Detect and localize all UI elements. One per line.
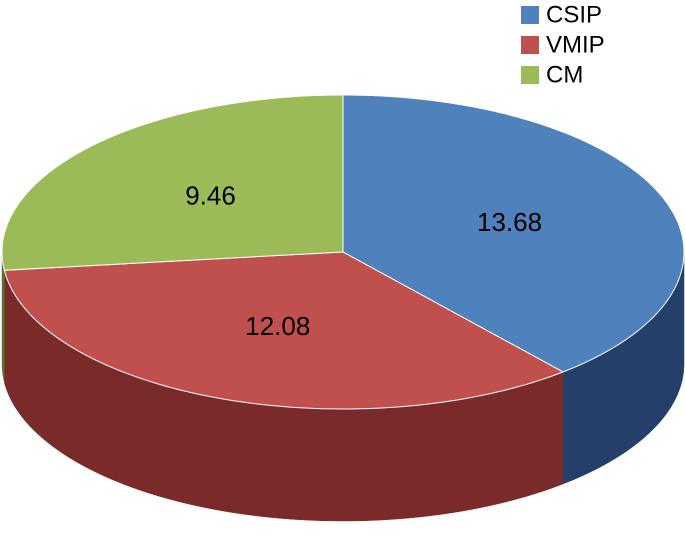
data-label: 9.46: [185, 181, 236, 211]
data-label: 13.68: [477, 207, 542, 237]
pie-side: [1, 251, 5, 383]
pie-slice: [1, 94, 344, 271]
data-label: 12.08: [245, 311, 310, 341]
legend-swatch: [521, 6, 539, 24]
pie-slice: [3, 251, 565, 410]
legend-swatch: [521, 36, 539, 54]
legend-label: CSIP: [546, 1, 602, 28]
legend-label: VMIP: [546, 31, 605, 58]
legend-label: CM: [546, 61, 583, 88]
legend-swatch: [521, 66, 539, 84]
pie-slice: [342, 94, 685, 373]
